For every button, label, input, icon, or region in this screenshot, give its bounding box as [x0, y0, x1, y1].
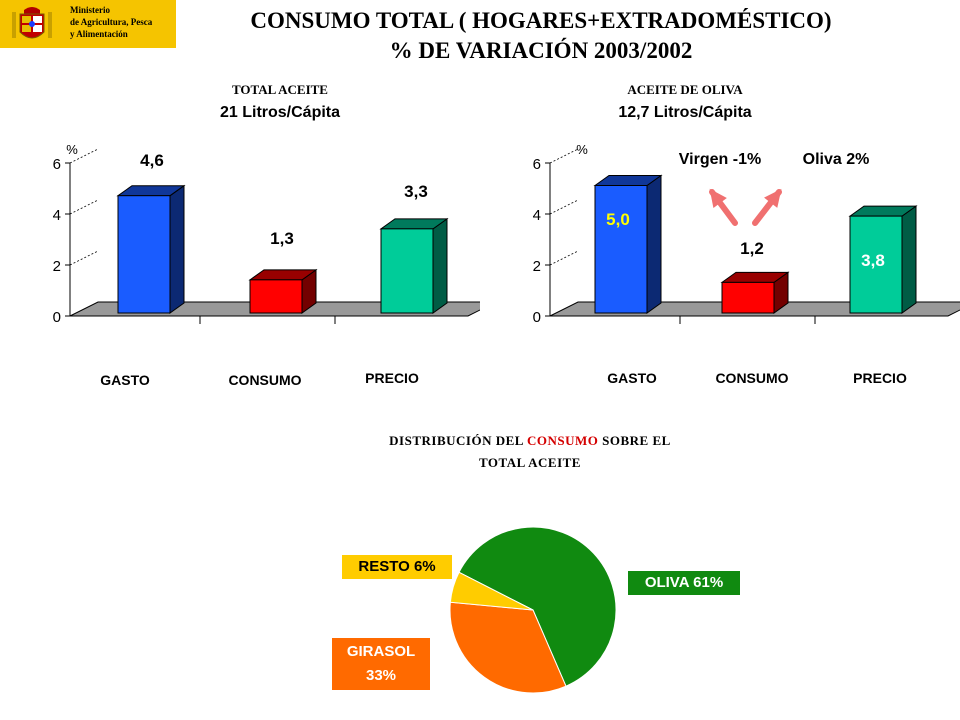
bar-gasto — [594, 185, 648, 314]
arrow-oliva-icon-head — [764, 188, 782, 208]
page-title: CONSUMO TOTAL ( HOGARES+EXTRADOMÉSTICO) — [250, 8, 832, 33]
bar-side — [646, 174, 662, 314]
y-tick-label: 4 — [53, 207, 61, 224]
category-label-consumo: CONSUMO — [715, 370, 788, 386]
y-tick-label: 2 — [53, 258, 61, 275]
value-label-gasto: 4,6 — [140, 151, 164, 170]
chart2-subtitle: 12,7 Litros/Cápita — [618, 104, 752, 121]
category-label-precio: PRECIO — [365, 370, 419, 386]
value-label-consumo: 1,2 — [740, 239, 764, 258]
y-tick-label: 2 — [533, 258, 541, 275]
pie-chart — [449, 526, 617, 694]
annotation-virgen: Virgen -1% — [679, 151, 761, 168]
pie-label-oliva: OLIVA 61% — [628, 571, 740, 595]
page-subtitle: % DE VARIACIÓN 2003/2002 — [389, 38, 693, 63]
pie-title-part1: DISTRIBUCIÓN DEL — [389, 433, 524, 448]
y-tick-label: 0 — [53, 309, 61, 326]
pie-label-resto: RESTO 6% — [342, 555, 452, 579]
grid-diagonal — [69, 148, 99, 164]
coat-of-arms-icon — [12, 7, 52, 39]
chart1-subtitle: 21 Litros/Cápita — [219, 104, 341, 121]
value-label-precio: 3,8 — [861, 251, 885, 270]
annotation-oliva: Oliva 2% — [803, 151, 870, 168]
y-axis-label: % — [66, 142, 78, 157]
pie-slice-resto — [449, 571, 534, 611]
grid-diagonal — [549, 199, 579, 215]
bar-side — [901, 205, 917, 314]
pie-slice-girasol — [449, 601, 567, 694]
bar-side — [169, 184, 185, 314]
y-tick-label: 6 — [533, 156, 541, 173]
category-label-precio: PRECIO — [853, 370, 907, 386]
category-label-gasto: GASTO — [100, 372, 150, 388]
pie-label-girasol-name: GIRASOL — [346, 643, 416, 660]
bar-precio — [380, 228, 434, 314]
y-axis-label: % — [576, 142, 588, 157]
ministry-logo: Ministerio de Agricultura, Pesca y Alime… — [0, 0, 176, 48]
value-label-consumo: 1,3 — [270, 229, 294, 248]
bar-consumo — [249, 279, 303, 314]
pie-label-girasol: GIRASOL 33% — [332, 638, 430, 690]
value-label-gasto: 5,0 — [606, 210, 630, 229]
category-label-gasto: GASTO — [607, 370, 657, 386]
bar-side — [432, 217, 448, 314]
bar-consumo — [721, 281, 775, 314]
grid-diagonal — [549, 250, 579, 266]
chart2-title: ACEITE DE OLIVA — [627, 82, 743, 97]
pie-title-line2: TOTAL ACEITE — [479, 455, 581, 470]
arrow-virgen-icon-head — [709, 188, 727, 208]
category-label-consumo: CONSUMO — [228, 372, 301, 388]
y-tick-label: 4 — [533, 207, 541, 224]
ministry-line-2: de Agricultura, Pesca — [70, 17, 153, 27]
chart1-title: TOTAL ACEITE — [232, 82, 328, 97]
bar-gasto — [117, 195, 171, 314]
pie-title: DISTRIBUCIÓN DEL CONSUMO SOBRE EL TOTAL … — [300, 430, 760, 474]
pie-slice-oliva — [458, 526, 617, 687]
ministry-line-1: Ministerio — [70, 5, 110, 15]
bar-precio — [849, 215, 903, 314]
pie-title-part2: SOBRE EL — [602, 433, 671, 448]
grid-diagonal — [549, 148, 579, 164]
y-tick-label: 0 — [533, 309, 541, 326]
value-label-precio: 3,3 — [404, 182, 428, 201]
pie-label-girasol-pct: 33% — [365, 667, 397, 684]
grid-diagonal — [69, 250, 99, 266]
chart-aceite-oliva: 0 2 4 6% 5,0 GASTO 1,2 CONSUMO 3,8 PRECIO Virgen -… — [533, 142, 960, 386]
chart-total-aceite: 0 2 4 6% 4,6 GASTO 1,3 CONSUMO 3,3 PRECIO — [53, 142, 480, 388]
ministry-line-3: y Alimentación — [70, 29, 128, 39]
pie-title-highlight: CONSUMO — [527, 433, 599, 448]
y-tick-label: 6 — [53, 156, 61, 173]
grid-diagonal — [69, 199, 99, 215]
